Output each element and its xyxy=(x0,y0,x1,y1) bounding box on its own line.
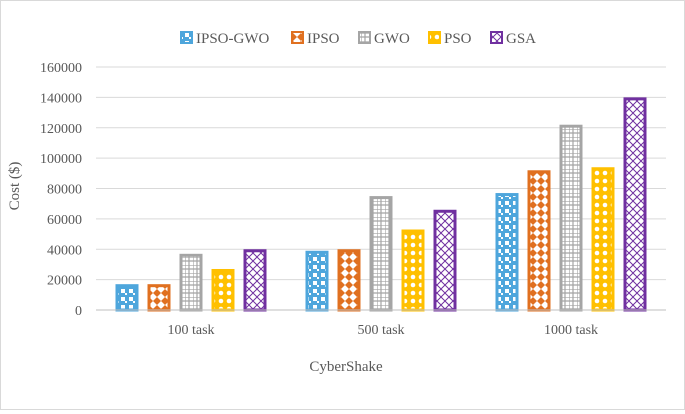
bar-ipso-100-task xyxy=(147,284,171,312)
axes: 0 20000 40000 60000 80000 100000 120000 140000 1… xyxy=(40,61,666,338)
x-tick-label: 1000 task xyxy=(544,323,598,338)
bar-pso-1000-task xyxy=(591,167,615,312)
legend-label-ipso-gwo: IPSO-GWO xyxy=(196,31,269,47)
legend: IPSO-GWO IPSO GWO PSO GSA xyxy=(180,31,536,47)
bar-gwo-1000-task xyxy=(559,124,583,312)
legend-swatch-ipso-gwo xyxy=(180,31,193,44)
bar-ipso-gwo-100-task xyxy=(115,284,139,312)
legend-swatch-pso xyxy=(428,31,441,44)
y-tick-label: 160000 xyxy=(40,61,82,76)
bars xyxy=(115,97,647,312)
y-tick-label: 60000 xyxy=(47,213,82,228)
y-tick-label: 80000 xyxy=(47,183,82,198)
bar-pso-500-task xyxy=(401,229,425,312)
bar-ipso-500-task xyxy=(337,249,361,312)
x-tick-label: 500 task xyxy=(357,323,404,338)
bar-gsa-500-task xyxy=(433,209,457,312)
y-axis-title: Cost ($) xyxy=(7,162,23,211)
y-tick-label: 140000 xyxy=(40,91,82,106)
legend-swatch-ipso xyxy=(291,31,304,44)
bar-gsa-1000-task xyxy=(623,97,647,312)
legend-label-ipso: IPSO xyxy=(307,31,340,47)
bar-gsa-100-task xyxy=(243,249,267,312)
legend-label-gwo: GWO xyxy=(374,31,410,47)
bar-gwo-100-task xyxy=(179,253,203,312)
legend-swatch-gwo xyxy=(358,31,371,44)
legend-swatch-gsa xyxy=(490,31,503,44)
y-tick-label: 100000 xyxy=(40,152,82,167)
y-tick-label: 40000 xyxy=(47,243,82,258)
legend-label-pso: PSO xyxy=(444,31,472,47)
bar-ipso-1000-task xyxy=(527,170,551,312)
bar-pso-100-task xyxy=(211,268,235,312)
y-tick-label: 120000 xyxy=(40,122,82,137)
bar-ipso-gwo-500-task xyxy=(305,250,329,312)
x-tick-label: 100 task xyxy=(167,323,214,338)
y-tick-label: 0 xyxy=(75,304,82,319)
x-axis-title: CyberShake xyxy=(309,359,383,375)
bar-ipso-gwo-1000-task xyxy=(495,193,519,312)
bar-gwo-500-task xyxy=(369,196,393,312)
y-tick-label: 20000 xyxy=(47,274,82,289)
legend-label-gsa: GSA xyxy=(506,31,536,47)
